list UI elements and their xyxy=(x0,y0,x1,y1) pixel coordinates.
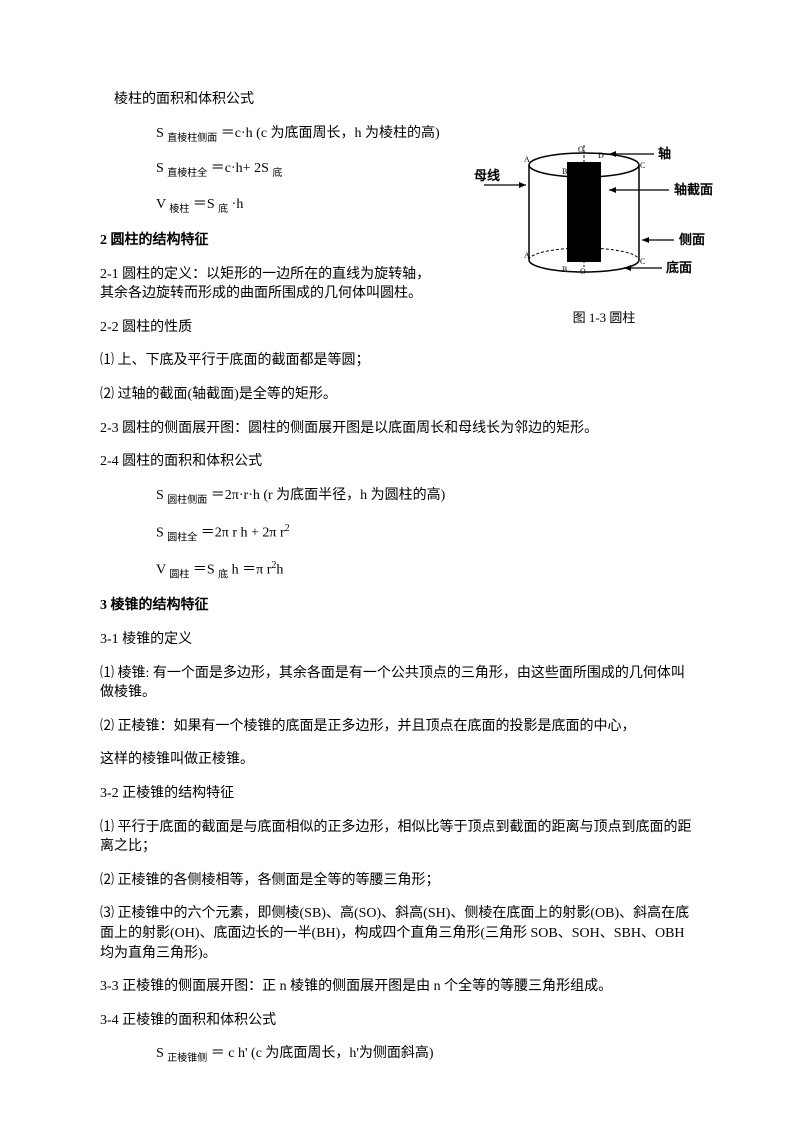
subscript: 直棱柱全 xyxy=(167,168,207,179)
svg-text:O: O xyxy=(580,267,586,276)
paragraph: ⑵ 正棱锥的各侧棱相等，各侧面是全等的等腰三角形； xyxy=(100,871,694,891)
text: ＝S xyxy=(189,197,218,212)
subscript: 圆柱全 xyxy=(167,532,197,543)
subheading: 2-3 圆柱的侧面展开图：圆柱的侧面展开图是以底面周长和母线长为邻边的矩形。 xyxy=(100,419,694,439)
subscript: 底 xyxy=(218,204,228,215)
svg-text:C: C xyxy=(640,161,645,170)
label-base: 底面 xyxy=(666,260,692,275)
paragraph: ⑵ 过轴的截面(轴截面)是全等的矩形。 xyxy=(100,385,694,405)
svg-text:D: D xyxy=(598,151,604,160)
text: 其余各边旋转而形成的曲面所围成的几何体叫圆柱。 xyxy=(100,286,422,301)
text: S xyxy=(156,488,167,503)
paragraph: 这样的棱锥叫做正棱锥。 xyxy=(100,750,694,770)
text: ＝c·h+ 2S xyxy=(207,161,272,176)
paragraph: ⑴ 上、下底及平行于底面的截面都是等圆； xyxy=(100,351,694,371)
cylinder-figure: A O D C B A B O C 轴 轴截面 侧面 底面 母线 图 1-3 圆… xyxy=(474,140,734,327)
text: ＝c·h (c 为底面周长，h 为棱柱的高) xyxy=(217,126,439,141)
label-axissection: 轴截面 xyxy=(674,182,713,197)
text: 2-1 圆柱的定义：以矩形的一边所在的直线为旋转轴， xyxy=(100,267,430,282)
svg-text:C: C xyxy=(640,257,645,266)
subscript: 底 xyxy=(218,569,228,580)
superscript: 2 xyxy=(285,523,290,534)
text: S xyxy=(156,126,167,141)
figure-caption: 图 1-3 圆柱 xyxy=(474,309,734,327)
section-heading-3: 3 棱锥的结构特征 xyxy=(100,596,694,616)
text: h ＝π r xyxy=(228,563,271,578)
text: ＝2π r h + 2π r xyxy=(197,525,284,540)
svg-text:O: O xyxy=(578,145,584,154)
paragraph: ⑶ 正棱锥中的六个元素，即侧棱(SB)、高(SO)、斜高(SH)、侧棱在底面上的… xyxy=(100,904,694,963)
cylinder-diagram: A O D C B A B O C 轴 轴截面 侧面 底面 母线 xyxy=(474,140,734,300)
text: ·h xyxy=(228,197,243,212)
text: V xyxy=(156,563,169,578)
svg-text:B: B xyxy=(562,265,567,274)
subscript: 正棱锥侧 xyxy=(167,1053,207,1064)
paragraph: 2-1 圆柱的定义：以矩形的一边所在的直线为旋转轴， 其余各边旋转而形成的曲面所… xyxy=(100,265,460,304)
text: ＝S xyxy=(189,563,218,578)
label-lateral: 侧面 xyxy=(679,232,705,247)
text: S xyxy=(156,525,167,540)
paragraph: ⑴ 平行于底面的截面是与底面相似的正多边形，相似比等于顶点到截面的距离与顶点到底… xyxy=(100,818,694,857)
paragraph: ⑵ 正棱锥：如果有一个棱锥的底面是正多边形，并且顶点在底面的投影是底面的中心， xyxy=(100,717,694,737)
text: ＝2π·r·h (r 为底面半径，h 为圆柱的高) xyxy=(207,488,445,503)
text: ＝ c h' (c 为底面周长，h'为侧面斜高) xyxy=(207,1046,433,1061)
label-axis: 轴 xyxy=(658,146,671,161)
label-generatrix: 母线 xyxy=(474,168,500,183)
subheading: 3-3 正棱锥的侧面展开图：正 n 棱锥的侧面展开图是由 n 个全等的等腰三角形… xyxy=(100,977,694,997)
prism-formula-title: 棱柱的面积和体积公式 xyxy=(114,90,694,110)
svg-text:B: B xyxy=(562,167,567,176)
svg-text:A: A xyxy=(524,251,530,260)
formula-line: V 圆柱 ＝S 底 h ＝π r2h xyxy=(156,559,694,582)
text: S xyxy=(156,161,167,176)
formula-line: S 圆柱侧面 ＝2π·r·h (r 为底面半径，h 为圆柱的高) xyxy=(156,486,694,508)
formula-line: S 正棱锥侧 ＝ c h' (c 为底面周长，h'为侧面斜高) xyxy=(156,1044,694,1066)
formula-line: S 圆柱全 ＝2π r h + 2π r2 xyxy=(156,522,694,545)
subscript: 棱柱 xyxy=(169,204,189,215)
svg-text:A: A xyxy=(524,155,530,164)
subheading: 2-4 圆柱的面积和体积公式 xyxy=(100,452,694,472)
subheading: 3-1 棱锥的定义 xyxy=(100,630,694,650)
text: S xyxy=(156,1046,167,1061)
paragraph: ⑴ 棱锥: 有一个面是多边形，其余各面是有一个公共顶点的三角形，由这些面所围成的… xyxy=(100,664,694,703)
subheading: 3-4 正棱锥的面积和体积公式 xyxy=(100,1011,694,1031)
text: h xyxy=(276,563,283,578)
subscript: 底 xyxy=(272,168,282,179)
subscript: 圆柱 xyxy=(169,569,189,580)
subscript: 圆柱侧面 xyxy=(167,495,207,506)
text: V xyxy=(156,197,169,212)
subheading: 3-2 正棱锥的结构特征 xyxy=(100,784,694,804)
subscript: 直棱柱侧面 xyxy=(167,132,217,143)
